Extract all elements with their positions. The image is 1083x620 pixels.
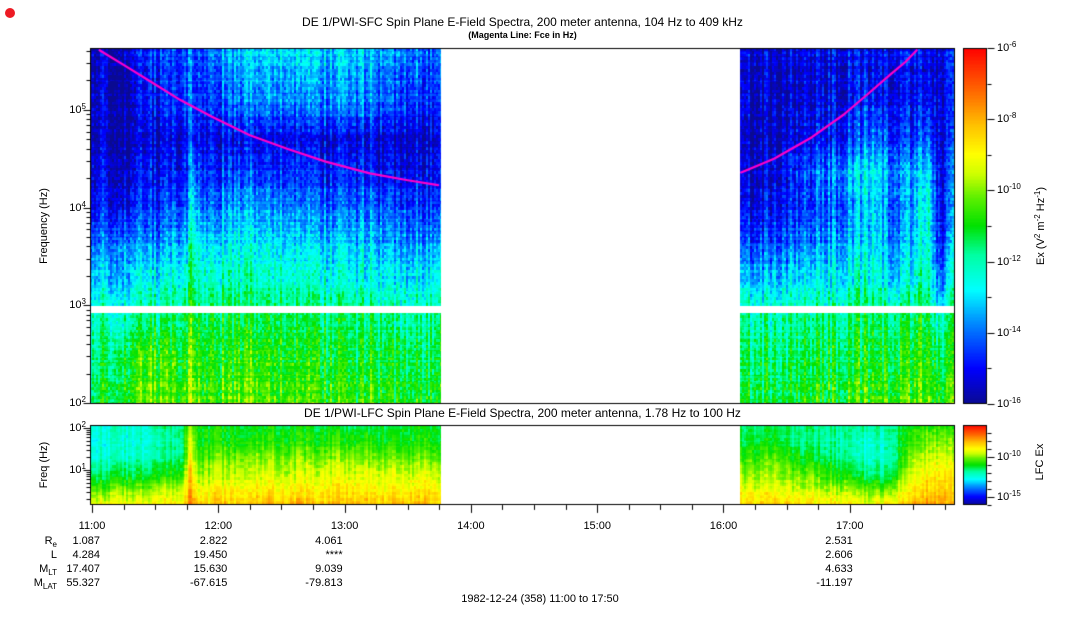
lfc-y-axis-label: Freq (Hz) xyxy=(38,441,50,489)
date-caption: 1982-12-24 (358) 11:00 to 17:50 xyxy=(461,593,619,605)
lfc-colorbar-label: LFC Ex xyxy=(1034,443,1046,481)
sfc-y-axis-label: Frequency (Hz) xyxy=(38,188,50,264)
sfc-subtitle: (Magenta Line: Fce in Hz) xyxy=(468,30,577,40)
sfc-title: DE 1/PWI-SFC Spin Plane E-Field Spectra,… xyxy=(302,15,743,29)
sfc-colorbar-label: Ex (V2 m-2 Hz-1) xyxy=(1033,186,1047,266)
corner-marker xyxy=(5,8,15,18)
lfc-title: DE 1/PWI-LFC Spin Plane E-Field Spectra,… xyxy=(304,406,741,420)
